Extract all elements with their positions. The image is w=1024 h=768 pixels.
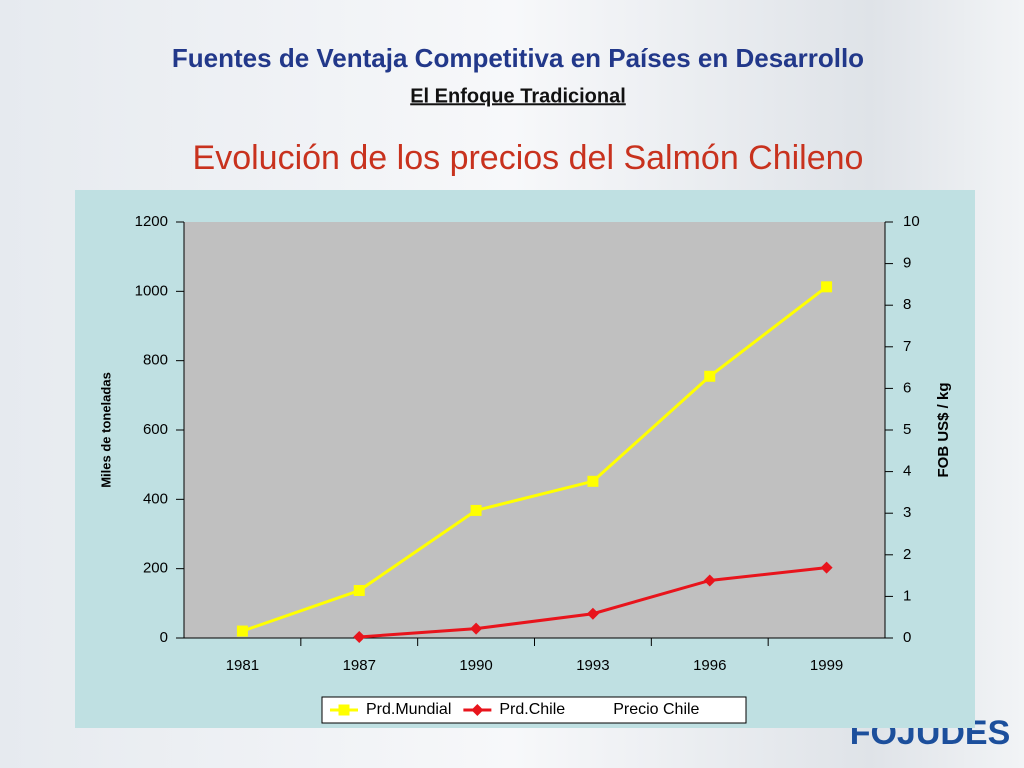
legend-marker	[338, 704, 350, 716]
legend-label: Prd.Mundial	[366, 701, 451, 718]
x-tick-label: 1987	[343, 657, 376, 674]
y-tick-label: 800	[143, 352, 168, 369]
data-point	[353, 585, 365, 597]
x-tick-label: 1999	[810, 657, 843, 674]
data-point	[587, 475, 599, 487]
data-point	[236, 625, 248, 637]
data-point	[821, 281, 833, 293]
slide-title: Fuentes de Ventaja Competitiva en Países…	[172, 43, 864, 73]
data-point	[353, 630, 366, 643]
series-line	[241, 285, 828, 633]
x-tick-label: 1996	[693, 657, 726, 674]
y-tick-label: 400	[143, 490, 168, 507]
data-point	[586, 607, 599, 620]
x-tick-label: 1990	[459, 657, 492, 674]
y-tick-label: 600	[143, 421, 168, 438]
y-tick-label: 1000	[135, 282, 168, 299]
slide-subtitle: El Enfoque Tradicional	[410, 85, 626, 107]
y2-tick-label: 6	[903, 379, 911, 396]
y2-axis-label: FOB US$ / kg	[935, 382, 952, 477]
x-tick-label: 1981	[226, 657, 259, 674]
y2-tick-label: 3	[903, 504, 911, 521]
data-point	[470, 622, 483, 635]
x-tick-label: 1993	[576, 657, 609, 674]
y-tick-label: 0	[160, 629, 168, 646]
y2-tick-label: 10	[903, 213, 920, 230]
y2-tick-label: 8	[903, 296, 911, 313]
y-tick-label: 1200	[135, 213, 168, 230]
data-point	[820, 561, 833, 574]
y-tick-label: 200	[143, 560, 168, 577]
data-point	[704, 370, 716, 382]
y2-tick-label: 7	[903, 338, 911, 355]
chart-title: Evolución de los precios del Salmón Chil…	[193, 139, 864, 177]
y2-tick-label: 5	[903, 421, 911, 438]
y2-tick-label: 9	[903, 255, 911, 272]
plot-area	[184, 222, 885, 638]
data-point	[703, 574, 716, 587]
y-axis-label: Miles de toneladas	[98, 372, 113, 488]
legend-label: Prd.Chile	[499, 701, 565, 718]
y2-tick-label: 4	[903, 463, 911, 480]
legend	[321, 696, 747, 724]
legend-marker	[471, 704, 484, 716]
legend-label: Precio Chile	[613, 701, 699, 718]
y2-tick-label: 0	[903, 629, 911, 646]
data-point	[470, 504, 482, 516]
y2-tick-label: 2	[903, 546, 911, 563]
y2-tick-label: 1	[903, 587, 911, 604]
